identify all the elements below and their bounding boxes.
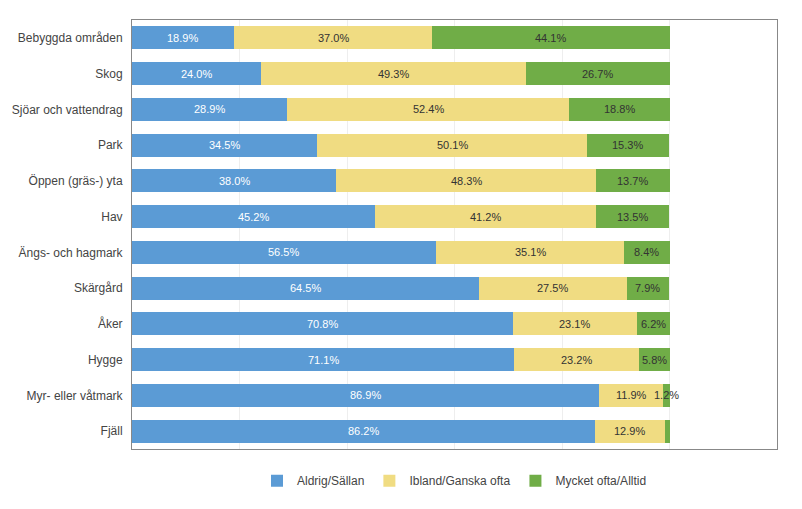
svg-text:Aldrig/Sällan: Aldrig/Sällan [297, 474, 364, 488]
svg-text:Hygge: Hygge [88, 353, 123, 367]
svg-text:26.7%: 26.7% [582, 68, 613, 80]
svg-text:Skog: Skog [95, 67, 122, 81]
svg-text:52.4%: 52.4% [413, 103, 444, 115]
svg-text:Myr- eller våtmark: Myr- eller våtmark [27, 389, 124, 403]
svg-text:Åker: Åker [98, 316, 123, 331]
svg-text:34.5%: 34.5% [209, 139, 240, 151]
svg-text:Mycket ofta/Alltid: Mycket ofta/Alltid [555, 474, 646, 488]
svg-text:18.9%: 18.9% [167, 32, 198, 44]
svg-text:37.0%: 37.0% [318, 32, 349, 44]
svg-text:Ängs- och hagmark: Ängs- och hagmark [19, 246, 124, 260]
svg-text:13.7%: 13.7% [617, 175, 648, 187]
svg-text:13.5%: 13.5% [617, 211, 648, 223]
svg-text:Hav: Hav [101, 210, 122, 224]
svg-text:6.2%: 6.2% [641, 318, 666, 330]
svg-text:18.8%: 18.8% [604, 103, 635, 115]
svg-text:Bebyggda områden: Bebyggda områden [18, 31, 123, 45]
svg-text:Skärgård: Skärgård [74, 281, 123, 295]
svg-text:Fjäll: Fjäll [101, 424, 123, 438]
svg-text:27.5%: 27.5% [537, 282, 568, 294]
svg-text:86.9%: 86.9% [350, 389, 381, 401]
svg-text:50.1%: 50.1% [437, 139, 468, 151]
svg-text:Sjöar och vattendrag: Sjöar och vattendrag [12, 103, 123, 117]
svg-text:41.2%: 41.2% [470, 211, 501, 223]
svg-text:86.2%: 86.2% [348, 425, 379, 437]
svg-text:56.5%: 56.5% [268, 246, 299, 258]
svg-text:1.2%: 1.2% [654, 389, 679, 401]
svg-text:Park: Park [98, 138, 124, 152]
svg-text:49.3%: 49.3% [378, 68, 409, 80]
svg-text:Öppen (gräs-) yta: Öppen (gräs-) yta [29, 174, 123, 188]
svg-text:71.1%: 71.1% [308, 354, 339, 366]
svg-text:28.9%: 28.9% [194, 103, 225, 115]
svg-text:70.8%: 70.8% [307, 318, 338, 330]
svg-text:38.0%: 38.0% [219, 175, 250, 187]
svg-text:24.0%: 24.0% [181, 68, 212, 80]
svg-text:12.9%: 12.9% [614, 425, 645, 437]
svg-text:23.2%: 23.2% [561, 354, 592, 366]
svg-text:8.4%: 8.4% [634, 246, 659, 258]
svg-text:23.1%: 23.1% [559, 318, 590, 330]
svg-text:5.8%: 5.8% [642, 354, 667, 366]
svg-text:64.5%: 64.5% [290, 282, 321, 294]
svg-text:11.9%: 11.9% [616, 389, 647, 401]
svg-text:48.3%: 48.3% [451, 175, 482, 187]
svg-text:44.1%: 44.1% [535, 32, 566, 44]
svg-text:Ibland/Ganska ofta: Ibland/Ganska ofta [409, 474, 510, 488]
svg-text:45.2%: 45.2% [238, 211, 269, 223]
svg-text:15.3%: 15.3% [612, 139, 643, 151]
svg-text:7.9%: 7.9% [635, 282, 660, 294]
svg-text:35.1%: 35.1% [515, 246, 546, 258]
